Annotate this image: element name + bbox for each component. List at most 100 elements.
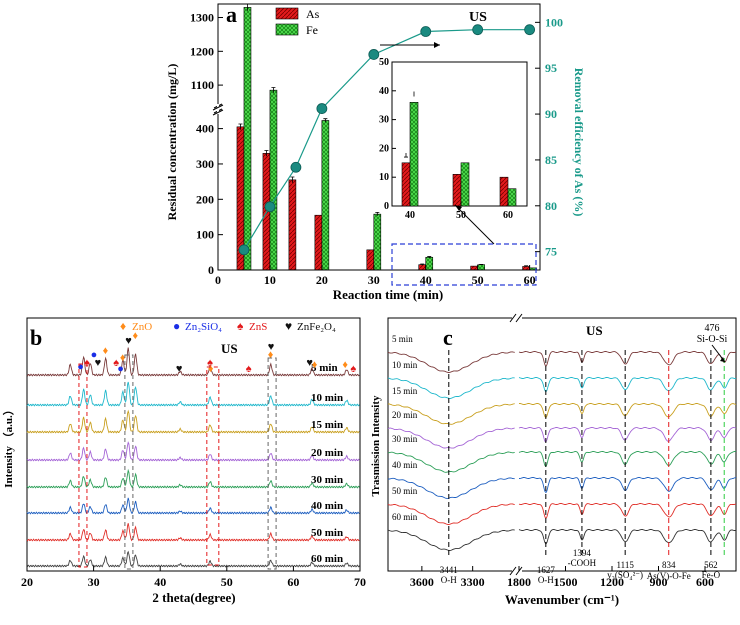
panel-c-xlabel: Wavenumber (cm⁻¹) xyxy=(505,592,619,607)
ftir-curve xyxy=(518,377,737,392)
x-tick-label: 30 xyxy=(368,273,380,287)
efficiency-point xyxy=(368,49,380,60)
efficiency-point xyxy=(290,161,302,173)
highlight-box xyxy=(206,366,220,566)
efficiency-point xyxy=(472,24,484,36)
error-bar-fe xyxy=(271,87,276,93)
panel-c-label: c xyxy=(443,325,453,350)
band-label: As(V)-O-Fe xyxy=(647,571,691,581)
ftir-curve xyxy=(518,403,737,419)
y2-tick-label: 75 xyxy=(545,245,557,259)
x-tick-label: 10 xyxy=(264,273,276,287)
xrd-curve xyxy=(26,523,360,542)
bar-fe xyxy=(373,213,382,271)
peak-marker: ♠ xyxy=(207,357,213,369)
zoom-arrow-line xyxy=(454,204,495,245)
y2-tick-label: 90 xyxy=(545,107,557,121)
panel-c-axis-break-mask-bottom xyxy=(512,567,522,575)
a-efficiency-line xyxy=(238,24,536,256)
arrow-head xyxy=(434,42,440,48)
y-tick-label: 1100 xyxy=(191,78,214,92)
panel-c-axis-break-mask xyxy=(512,314,522,322)
panel-c-ylabel: Trasmission Intensity xyxy=(370,395,382,496)
ftir-curve xyxy=(387,503,515,525)
peak-marker: ♠ xyxy=(84,357,90,369)
inset-bar-as xyxy=(401,162,411,207)
xrd-series-label: 15 min xyxy=(311,419,343,431)
ftir-curve xyxy=(387,377,515,399)
ftir-curve xyxy=(519,477,737,493)
peak-marker: ● xyxy=(91,349,98,361)
peak-marker: ♥ xyxy=(95,357,102,369)
error-bar-fe xyxy=(479,263,484,266)
xrd-series-label: 40 min xyxy=(311,500,343,512)
panel-a-xlabel: Reaction time (min) xyxy=(333,287,443,302)
bar-as xyxy=(366,249,375,271)
efficiency-point xyxy=(238,244,250,256)
y-tick-label: 200 xyxy=(196,192,214,206)
peak-marker: ♦ xyxy=(103,345,109,357)
efficiency-line xyxy=(243,29,530,251)
panel-c-frame xyxy=(387,317,737,572)
peak-marker: ♠ xyxy=(113,357,119,369)
ftir-curve xyxy=(518,529,737,545)
inset-error-bars xyxy=(404,91,415,158)
panel-c: c US Trasmission Intensity Wavenumber (c… xyxy=(370,313,737,607)
panel-a-label: a xyxy=(226,2,237,27)
error-bar-as xyxy=(524,265,529,268)
b-x-tick-label: 60 xyxy=(287,575,299,589)
band-value: 834 xyxy=(662,560,676,570)
inset-x-tick-label: 60 xyxy=(503,210,513,221)
c-x-tick-label: 1200 xyxy=(600,575,624,589)
y-tick-label: 300 xyxy=(196,157,214,171)
bar-fe xyxy=(477,264,485,271)
inset-y-tick-label: 10 xyxy=(379,172,389,183)
band-label: Si-O-Si xyxy=(697,334,728,345)
error-bar-as xyxy=(238,123,243,130)
peak-marker: ♦ xyxy=(208,363,214,375)
ftir-series-label: 60 min xyxy=(392,512,418,522)
b-legend-symbol: ♥ xyxy=(285,319,292,333)
xrd-series-label: 50 min xyxy=(311,527,343,539)
axis-break-gap xyxy=(217,104,219,114)
efficiency-point xyxy=(420,26,432,37)
peak-marker: ♥ xyxy=(306,357,313,369)
ftir-curve xyxy=(518,351,737,367)
y-tick-label: 400 xyxy=(196,122,214,136)
ftir-curve xyxy=(387,529,515,551)
c-x-tick-label: 3300 xyxy=(461,575,485,589)
panel-a-y2label: Removal efficiency of As (%) xyxy=(572,68,586,217)
bar-as xyxy=(288,179,297,271)
band-label: v₃(SO₄²⁻) xyxy=(607,570,643,580)
inset-y-tick-label: 50 xyxy=(379,57,389,68)
ftir-series-label: 50 min xyxy=(392,486,418,496)
x-tick-label: 50 xyxy=(472,273,484,287)
panel-c-axis-break xyxy=(509,313,523,576)
band-value: 562 xyxy=(704,560,718,570)
b-legend-symbol: ♠ xyxy=(237,319,244,333)
ftir-curve xyxy=(518,427,737,443)
a-inset: 0 10 20 30 40 50 40 50 60 xyxy=(379,57,537,286)
bar-fe xyxy=(269,89,278,271)
xrd-curve xyxy=(26,468,360,489)
c-x-tick-label: 3600 xyxy=(410,575,434,589)
inset-y-tick-label: 30 xyxy=(379,115,389,126)
ftir-series-label: 30 min xyxy=(392,434,418,444)
ftir-curve xyxy=(387,351,515,373)
panel-b-ylabel: Intensity （a.u.） xyxy=(2,404,15,487)
panel-b-title: US xyxy=(221,341,238,356)
y-tick-label: 100 xyxy=(196,228,214,242)
b-x-tick-label: 70 xyxy=(354,575,366,589)
panel-c-title: US xyxy=(586,323,603,338)
peak-marker: ♦ xyxy=(120,352,126,364)
peak-marker: ♦ xyxy=(268,349,274,361)
inset-bar-as xyxy=(452,174,462,207)
inset-bar-fe xyxy=(460,162,470,207)
c-x-tick-label: 900 xyxy=(650,575,668,589)
ftir-series-label: 5 min xyxy=(392,334,413,344)
peak-marker: ● xyxy=(77,361,84,373)
band-label: O-H xyxy=(441,575,457,585)
inset-x-tick-label: 40 xyxy=(405,210,415,221)
b-x-tick-label: 40 xyxy=(154,575,166,589)
xrd-curve xyxy=(26,441,360,462)
